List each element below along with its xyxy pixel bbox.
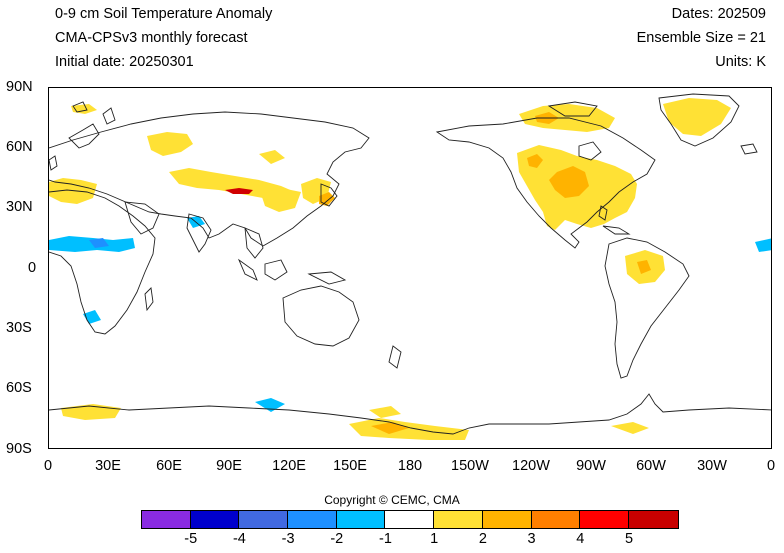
colorbar-tick-label: 2	[478, 531, 487, 547]
forecast-dates: Dates: 202509	[671, 6, 766, 22]
colorbar-swatch	[531, 511, 581, 528]
coastline-layer	[49, 93, 771, 435]
coastline-japan	[320, 183, 338, 207]
model-name: CMA-CPSv3 monthly forecast	[55, 30, 248, 46]
coastline-new-zealand	[388, 345, 402, 369]
lon-label-120e: 120E	[272, 458, 306, 474]
coastline-svalbard	[72, 101, 88, 113]
anomaly-patch-central-asia	[169, 168, 295, 200]
anomaly-patch-antarctica-pacific	[349, 418, 469, 440]
anomaly-patch-antarctica-atlantic	[611, 422, 649, 434]
colorbar-tick-label: -5	[184, 531, 198, 547]
coastline-india	[186, 213, 212, 253]
colorbar-swatch	[482, 511, 532, 528]
coastline-iceland	[740, 143, 758, 155]
lon-label-90e: 90E	[216, 458, 242, 474]
anomaly-patch-siberia	[259, 150, 285, 164]
map-panel	[48, 87, 772, 449]
colorbar-swatch	[142, 511, 191, 528]
anomaly-patch-west-africa-coast-cold	[755, 238, 771, 252]
colorbar-tick-label: 5	[624, 531, 634, 547]
lon-label-150w: 150W	[451, 458, 489, 474]
colorbar-tick-label: -4	[232, 531, 246, 547]
colorbar-swatch	[336, 511, 386, 528]
coastline-madagascar	[144, 287, 154, 312]
ensemble-size: Ensemble Size = 21	[636, 30, 766, 46]
coastline-scandinavia	[68, 123, 100, 149]
copyright-notice: Copyright © CEMC, CMA	[324, 493, 460, 507]
units-label: Units: K	[715, 54, 766, 70]
lon-label-0-east: 0	[766, 458, 776, 474]
coastline-borneo	[264, 259, 288, 281]
coastline-uk	[49, 155, 58, 171]
lon-label-60w: 60W	[636, 458, 666, 474]
colorbar-tick-label: 3	[527, 531, 536, 547]
coastline-canadian-arctic	[547, 101, 598, 117]
anomaly-layer	[49, 98, 771, 440]
initial-date: Initial date: 20250301	[55, 54, 194, 70]
coastline-new-guinea	[307, 271, 347, 285]
colorbar-swatch	[385, 511, 435, 528]
anomaly-patch-greenland	[663, 98, 731, 136]
anomaly-patch-north-america-core	[549, 166, 589, 198]
lat-label-30s: 30S	[6, 320, 32, 336]
anomaly-patch-mongolia	[261, 188, 301, 212]
colorbar-tick-label: -2	[330, 531, 344, 547]
colorbar-swatch	[580, 511, 629, 528]
lon-label-60e: 60E	[156, 458, 182, 474]
coastline-antarctica	[49, 393, 771, 435]
lon-label-90w: 90W	[576, 458, 606, 474]
anomaly-patch-tibet-strong	[225, 188, 253, 194]
coastline-australia	[282, 285, 360, 347]
coastline-eurasia	[49, 111, 370, 247]
lat-label-60s: 60S	[6, 380, 32, 396]
anomaly-patch-north-america-east	[527, 154, 543, 168]
coastline-caribbean	[602, 225, 631, 235]
map-canvas	[49, 93, 771, 440]
anomaly-patch-sahel-cold-core	[89, 238, 109, 248]
colorbar-tick-label: 4	[576, 531, 585, 547]
coastline-greenland	[658, 93, 740, 147]
coastline-indochina	[244, 227, 264, 259]
lon-label-0: 0	[43, 458, 53, 474]
coastline-arabia	[124, 201, 160, 235]
coastline-novaya-zemlya	[102, 107, 116, 125]
lon-label-30e: 30E	[95, 458, 121, 474]
anomaly-patch-russia	[147, 132, 193, 156]
lon-label-150e: 150E	[333, 458, 367, 474]
coastline-florida	[598, 205, 608, 221]
colorbar-swatch	[239, 511, 289, 528]
coastline-south-america	[604, 237, 690, 379]
anomaly-patch-antarctica-ross-2	[369, 406, 401, 418]
lat-label-60n: 60N	[6, 139, 33, 155]
lat-label-equator: 0	[28, 260, 37, 276]
coastline-africa	[49, 189, 156, 335]
map-title: 0-9 cm Soil Temperature Anomaly	[55, 6, 273, 22]
lon-label-180: 180	[397, 458, 423, 474]
lon-label-120w: 120W	[512, 458, 550, 474]
anomaly-patch-antarctica-cold	[255, 398, 285, 412]
colorbar-tick-label: 1	[430, 531, 439, 547]
colorbar-swatch	[434, 511, 483, 528]
colorbar-tick-label: -1	[379, 531, 392, 547]
lat-label-90s: 90S	[6, 441, 32, 457]
colorbar-swatch	[190, 511, 240, 528]
colorbar-swatch	[288, 511, 337, 528]
coastline-sumatra	[237, 258, 258, 281]
coastline-north-america	[435, 117, 656, 249]
lon-label-30w: 30W	[697, 458, 727, 474]
colorbar-swatch	[628, 511, 678, 528]
lat-label-90n: 90N	[6, 79, 33, 95]
lat-label-30n: 30N	[6, 199, 33, 215]
colorbar	[141, 510, 679, 529]
anomaly-patch-brazil-core	[637, 260, 651, 274]
coastline-hudson-bay	[578, 141, 602, 161]
colorbar-tick-label: -3	[281, 531, 295, 547]
